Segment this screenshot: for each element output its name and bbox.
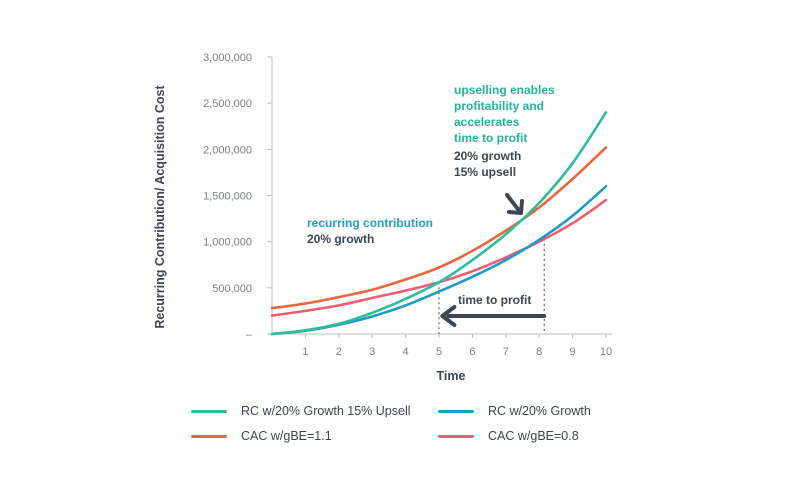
x-tick-label: 8 <box>536 346 542 358</box>
upsell-arrow-head <box>507 199 524 215</box>
y-tick-label: 1,000,000 <box>203 237 252 249</box>
series-line-0 <box>270 111 608 336</box>
series-line-2 <box>270 146 608 310</box>
y-tick-label: 3,000,000 <box>203 52 252 64</box>
x-tick-label: 5 <box>436 346 442 358</box>
y-tick-label: 500,000 <box>212 283 252 295</box>
x-tick-label: 7 <box>503 346 509 358</box>
time-to-profit-arrow-head <box>440 305 457 327</box>
series-lines <box>270 111 608 336</box>
y-tick-label: 2,500,000 <box>203 98 252 110</box>
x-tick-label: 9 <box>570 346 576 358</box>
annotation-upsell-line-3: accelerates <box>454 115 520 129</box>
series-line-1 <box>270 185 608 336</box>
y-tick-label: 1,500,000 <box>203 191 252 203</box>
annotation-time-to-profit: time to profit <box>458 293 531 307</box>
x-tick-label: 2 <box>336 346 342 358</box>
x-tick-label: 1 <box>302 346 308 358</box>
annotation-upsell-line-4: time to profit <box>454 131 527 145</box>
annotation-arrows <box>440 193 547 327</box>
y-tick-label: – <box>246 329 253 341</box>
annotation-recurring-title: recurring contribution <box>307 216 433 230</box>
annotation-upsell-line-1: upselling enables <box>454 83 555 97</box>
x-tick-label: 10 <box>600 346 612 358</box>
x-axis-ticks: 1 2 3 4 5 6 7 8 9 10 <box>302 334 612 358</box>
reference-lines <box>438 238 545 334</box>
upsell-arrow-shaft <box>505 193 523 215</box>
annotation-upsell-detail-1: 20% growth <box>454 149 521 163</box>
y-axis-title: Recurring Contribution/ Acquisition Cost <box>153 85 167 329</box>
x-tick-label: 4 <box>403 346 409 358</box>
annotation-upsell-detail-2: 15% upsell <box>454 165 516 179</box>
chart-axes <box>271 57 612 335</box>
x-tick-label: 3 <box>369 346 375 358</box>
annotation-upsell-line-2: profitability and <box>454 99 544 113</box>
y-axis-ticks: – 500,000 1,000,000 1,500,000 2,000,000 2,500… <box>203 52 272 341</box>
y-tick-label: 2,000,000 <box>203 144 252 156</box>
x-tick-label: 6 <box>469 346 475 358</box>
annotation-recurring-detail: 20% growth <box>307 232 374 246</box>
annotation-recurring: recurring contribution 20% growth <box>307 216 433 246</box>
x-axis-title: Time <box>437 369 466 383</box>
annotation-upsell: upselling enables profitability and acce… <box>454 83 555 179</box>
